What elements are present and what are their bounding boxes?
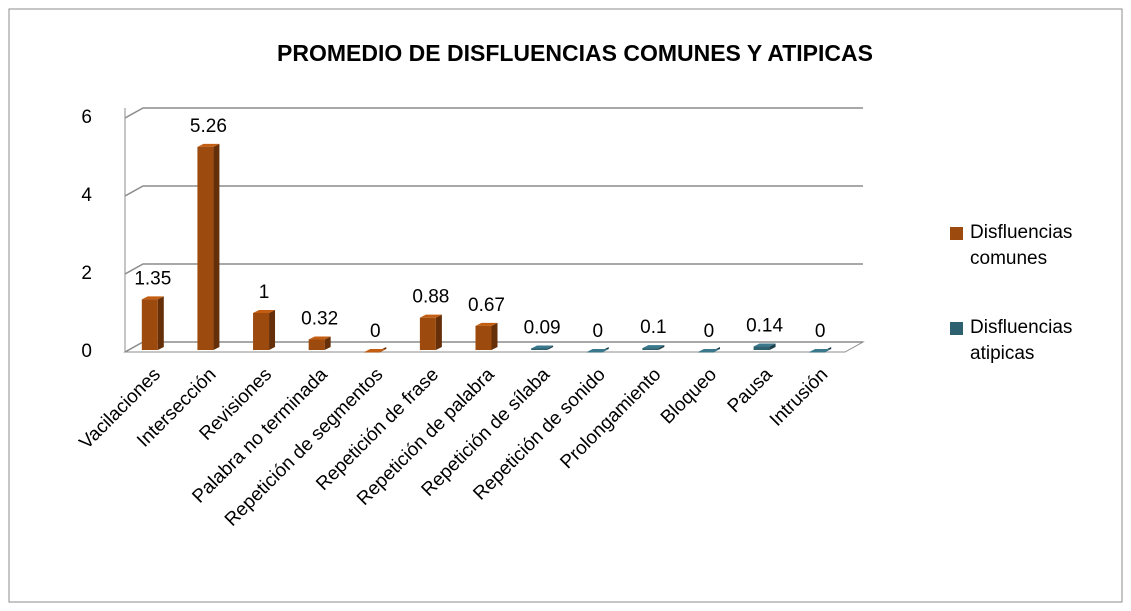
bar-side	[435, 314, 442, 350]
legend-label: Disfluencias comunes	[970, 222, 1073, 269]
bar	[697, 352, 714, 353]
bar	[197, 146, 214, 350]
data-label: 0.09	[524, 318, 561, 339]
y-tick-label: 4	[81, 185, 92, 206]
bar-top	[531, 345, 554, 349]
data-label: 0.1	[640, 317, 666, 338]
y-tick-label: 2	[81, 263, 92, 284]
grid-line	[124, 263, 863, 275]
data-label: 1.35	[134, 268, 171, 289]
bar-side	[269, 310, 276, 350]
bar-top	[364, 349, 387, 352]
bar	[141, 299, 158, 350]
bar-top	[642, 345, 665, 349]
bar	[308, 339, 325, 350]
bar-top	[197, 143, 220, 147]
data-label: 0.88	[412, 287, 449, 308]
y-tick-label: 0	[81, 341, 92, 362]
bar-side	[324, 336, 331, 350]
y-tick-label: 6	[81, 107, 92, 128]
legend-swatch	[950, 227, 963, 240]
bar-side	[547, 345, 554, 350]
bar	[753, 346, 770, 350]
data-label: 5.26	[190, 116, 227, 137]
bar	[364, 352, 381, 353]
bar	[419, 317, 436, 350]
legend-label: Disfluencias atipicas	[970, 317, 1073, 364]
bar-side	[213, 143, 220, 350]
data-label: 0	[815, 321, 826, 342]
bar-side	[658, 345, 665, 350]
bar-top	[253, 310, 276, 313]
bar	[642, 348, 659, 350]
bar-top	[419, 314, 442, 318]
bar-top	[697, 349, 720, 352]
legend-swatch	[950, 322, 963, 335]
grid-line	[124, 185, 863, 197]
data-label: 0.14	[746, 316, 783, 337]
data-label: 0	[704, 321, 715, 342]
bar-top	[586, 349, 609, 352]
bar-top	[809, 349, 832, 352]
grid-line	[124, 107, 863, 119]
data-label: 0.32	[301, 309, 338, 330]
chart-title: PROMEDIO DE DISFLUENCIAS COMUNES Y ATIPI…	[277, 40, 873, 66]
data-label: 1	[259, 282, 270, 303]
bar	[253, 313, 270, 350]
bar	[586, 352, 603, 353]
bar-side	[157, 296, 164, 350]
bar	[809, 352, 826, 353]
bar-top	[475, 322, 498, 326]
data-label: 0	[592, 321, 603, 342]
data-label: 0	[370, 321, 381, 342]
bar-side	[491, 322, 498, 350]
data-label: 0.67	[468, 295, 505, 316]
bar-top	[308, 336, 331, 340]
bar-top	[141, 296, 164, 300]
bar-side	[769, 343, 776, 350]
chart-border	[8, 8, 1123, 603]
bar	[475, 325, 492, 350]
bar	[531, 348, 548, 350]
bar-top	[753, 343, 776, 347]
